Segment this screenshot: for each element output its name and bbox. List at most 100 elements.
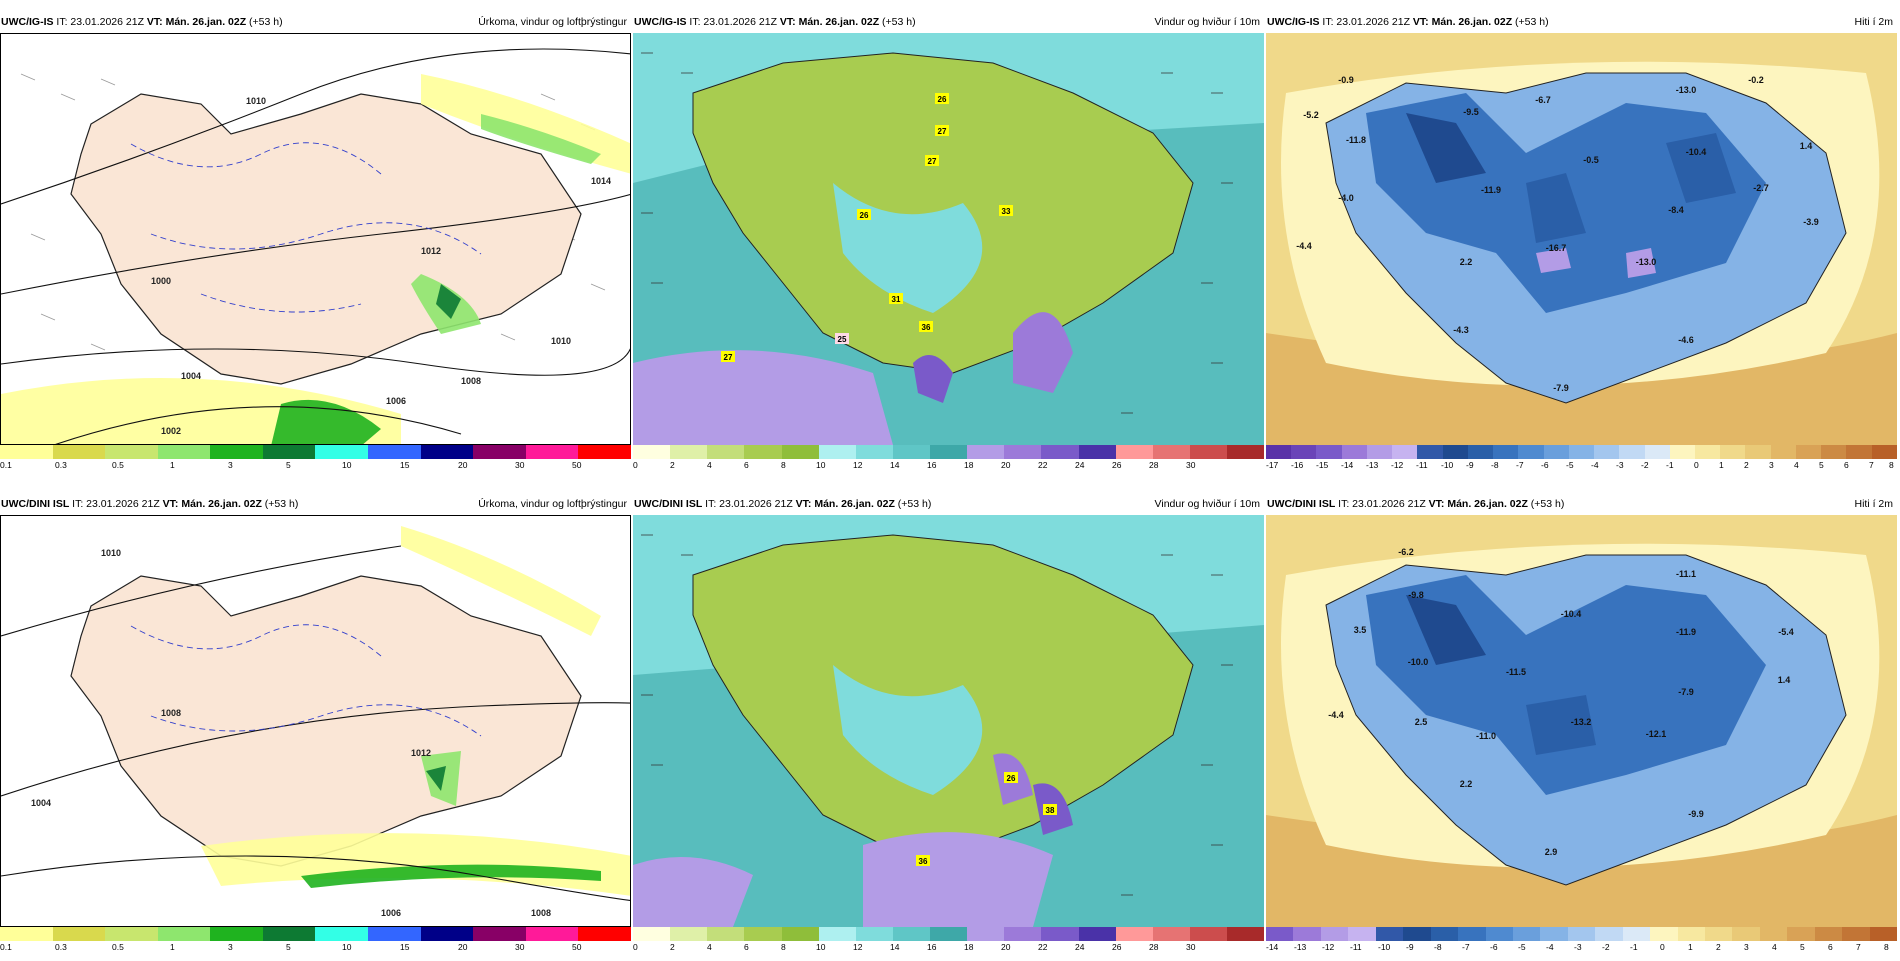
tick-label: -4: [1591, 460, 1599, 470]
model-name: UWC/IG-IS: [1, 16, 54, 28]
tick-label: -9: [1406, 942, 1414, 952]
lead-time: (+53 h): [264, 498, 299, 510]
temp-value: -7.9: [1678, 687, 1694, 697]
isobar-label: 1002: [161, 426, 181, 436]
precip-map: 1010 1014 1012 1010 1008 1004 1002 1006 …: [0, 33, 631, 445]
tick-label: -13: [1294, 942, 1307, 952]
lead-time: (+53 h): [249, 16, 283, 28]
valid-time: Mán. 26.jan. 02Z: [814, 498, 895, 510]
tick-label: -16: [1291, 460, 1304, 470]
temp-value: -10.0: [1408, 657, 1429, 667]
model-name: UWC/DINI ISL: [634, 498, 703, 510]
isobar-label: 1010: [246, 96, 266, 106]
temp-value: -0.5: [1583, 155, 1599, 165]
tick-label: 0.3: [55, 942, 67, 952]
tick-label: 1: [170, 942, 175, 952]
tick-label: 12: [853, 460, 863, 470]
tick-label: 10: [342, 460, 352, 470]
temp-value: 1.4: [1800, 141, 1813, 151]
valid-time: Mán. 26.jan. 02Z: [1431, 16, 1513, 28]
tick-label: 22: [1038, 460, 1048, 470]
tick-label: 30: [515, 942, 525, 952]
tick-label: 5: [286, 460, 291, 470]
tick-label: -12: [1391, 460, 1404, 470]
panel-title: Hiti í 2m: [1854, 498, 1893, 510]
panel-temp-row2: UWC/DINI ISL IT: 23.01.2026 21Z VT: Mán.…: [1266, 496, 1898, 961]
panel-header: UWC/DINI ISL IT: 23.01.2026 21Z VT: Mán.…: [1266, 496, 1897, 513]
panel-wind-row2: UWC/DINI ISL IT: 23.01.2026 21Z VT: Mán.…: [633, 496, 1265, 961]
temp-value: 2.2: [1460, 257, 1473, 267]
lead-time: (+53 h): [1515, 16, 1549, 28]
tick-label: 8: [781, 460, 786, 470]
tick-label: 1: [1688, 942, 1693, 952]
tick-label: -10: [1441, 460, 1454, 470]
tick-label: 1: [170, 460, 175, 470]
temp-tick-labels: -14 -13 -12 -11 -10 -9 -8 -7 -6 -5 -4 -3…: [1266, 941, 1897, 955]
tick-label: -13: [1366, 460, 1379, 470]
wind-colorbar: [633, 445, 1265, 459]
tick-label: 4: [707, 942, 712, 952]
tick-label: 0: [633, 942, 638, 952]
tick-label: 1: [1719, 460, 1724, 470]
tick-label: 12: [853, 942, 863, 952]
panel-title: Vindur og hviður í 10m: [1154, 16, 1260, 28]
lead-time: (+53 h): [882, 16, 916, 28]
tick-label: 2: [670, 942, 675, 952]
temp-value: 3.5: [1354, 625, 1367, 635]
tick-label: 0.1: [0, 942, 12, 952]
gust-label: 27: [724, 353, 733, 362]
init-time: IT: 23.01.2026 21Z: [56, 16, 144, 28]
tick-label: -17: [1266, 460, 1279, 470]
tick-label: 6: [744, 942, 749, 952]
valid-time-label: VT:: [162, 498, 179, 510]
tick-label: 18: [964, 942, 974, 952]
wind-tick-labels: 0 2 4 6 8 10 12 14 16 18 20 22 24 26 28 …: [633, 941, 1264, 955]
panel-wind-row1: UWC/IG-IS IT: 23.01.2026 21Z VT: Mán. 26…: [633, 14, 1265, 479]
tick-label: 3: [1744, 942, 1749, 952]
valid-time-label: VT:: [779, 16, 796, 28]
tick-label: 6: [1844, 460, 1849, 470]
tick-label: 8: [781, 942, 786, 952]
tick-label: -7: [1516, 460, 1524, 470]
valid-time-label: VT:: [795, 498, 812, 510]
tick-label: 18: [964, 460, 974, 470]
valid-time-label: VT:: [146, 16, 163, 28]
temp-value: 2.9: [1545, 847, 1558, 857]
tick-label: 28: [1149, 942, 1159, 952]
temp-value: -11.9: [1676, 627, 1696, 637]
tick-label: 10: [816, 460, 826, 470]
wind-map: 26 27 27 26 33 31 36 25 27: [633, 33, 1264, 445]
temp-value: -12.1: [1646, 729, 1667, 739]
temp-value: 1.4: [1778, 675, 1791, 685]
tick-label: 30: [1186, 460, 1196, 470]
tick-label: 3: [1769, 460, 1774, 470]
tick-label: 26: [1112, 460, 1122, 470]
tick-label: 14: [890, 942, 900, 952]
tick-label: 5: [1800, 942, 1805, 952]
gust-label: 26: [860, 211, 869, 220]
tick-label: 0: [1694, 460, 1699, 470]
gust-label: 31: [892, 295, 901, 304]
temp-value: -9.9: [1688, 809, 1704, 819]
tick-label: 15: [400, 460, 410, 470]
wind-arrows: [641, 52, 1233, 414]
panel-precip-row1: UWC/IG-IS IT: 23.01.2026 21Z VT: Mán. 26…: [0, 14, 631, 479]
tick-label: 14: [890, 460, 900, 470]
tick-label: 22: [1038, 942, 1048, 952]
tick-label: 15: [400, 942, 410, 952]
isobar-label: 1000: [151, 276, 171, 286]
init-time: IT: 23.01.2026 21Z: [72, 498, 160, 510]
tick-label: -5: [1518, 942, 1526, 952]
temp-value: -11.1: [1676, 569, 1696, 579]
precip-tick-labels: 0.1 0.3 0.5 1 3 5 10 15 20 30 50: [0, 941, 631, 955]
temp-contours: [130, 142, 482, 313]
model-name: UWC/DINI ISL: [1, 498, 70, 510]
temp-value: -2.7: [1753, 183, 1769, 193]
tick-label: 20: [458, 942, 468, 952]
tick-label: -9: [1466, 460, 1474, 470]
panel-title: Úrkoma, vindur og loftþrýstingur: [478, 498, 627, 510]
temp-value: -5.4: [1778, 627, 1794, 637]
tick-label: -3: [1574, 942, 1582, 952]
gust-label: 33: [1002, 207, 1011, 216]
tick-label: 0.5: [112, 942, 124, 952]
